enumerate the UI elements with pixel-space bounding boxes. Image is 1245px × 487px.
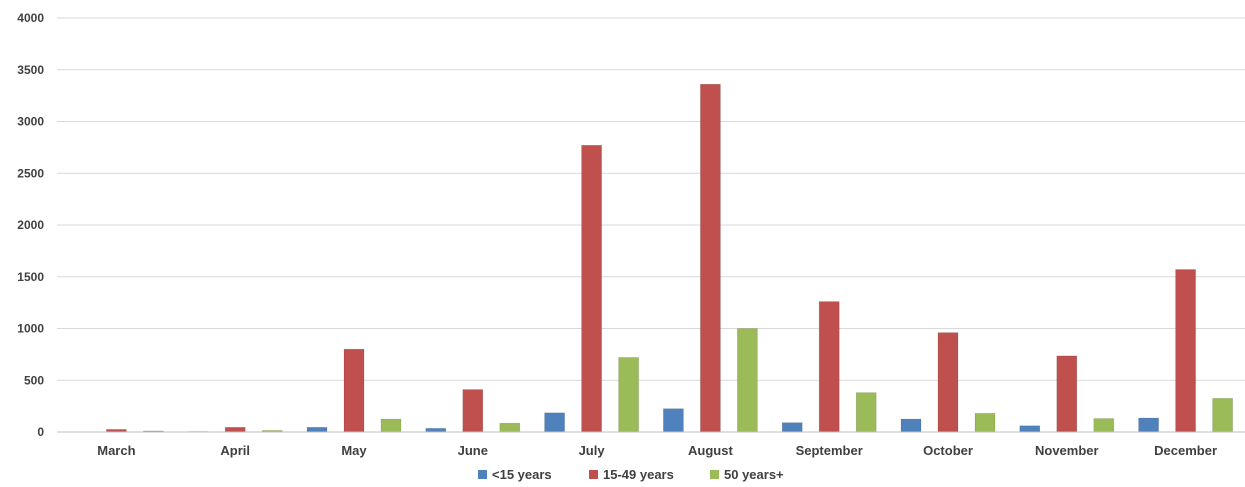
legend-label: 15-49 years — [603, 467, 674, 482]
bar-august-series-2 — [737, 328, 758, 433]
legend-swatch — [478, 470, 487, 479]
bar-july-series-2 — [618, 357, 639, 433]
x-category-label: August — [688, 443, 733, 458]
legend-label: 50 years+ — [724, 467, 784, 482]
bar-may-series-1 — [343, 348, 365, 433]
category-group-april — [187, 427, 283, 433]
legend-item: <15 years — [478, 467, 552, 482]
category-group-september — [781, 301, 877, 433]
bar-september-series-1 — [818, 301, 840, 433]
x-axis-category-labels: March April May June July August September Octo… — [97, 443, 1217, 458]
x-category-label: December — [1154, 443, 1217, 458]
bar-june-series-0 — [425, 428, 447, 433]
bar-may-series-0 — [306, 427, 328, 433]
bar-april-series-1 — [224, 427, 246, 433]
bar-september-series-0 — [781, 422, 803, 433]
legend-swatch — [589, 470, 598, 479]
bar-december-series-2 — [1212, 398, 1233, 433]
bar-november-series-2 — [1093, 418, 1115, 433]
category-group-june — [425, 389, 521, 433]
legend: <15 years 15-49 years 50 years+ — [478, 467, 784, 482]
x-category-label: October — [923, 443, 973, 458]
bar-august-series-0 — [663, 408, 684, 433]
legend-label: <15 years — [492, 467, 552, 482]
bars — [106, 83, 1233, 433]
y-tick-label: 3500 — [17, 63, 44, 77]
legend-item: 15-49 years — [589, 467, 674, 482]
x-category-label: September — [796, 443, 863, 458]
y-tick-label: 4000 — [17, 11, 44, 25]
y-axis-tick-labels: 0 500 1000 1500 2000 2500 3000 3500 4000 — [17, 11, 44, 439]
x-category-label: March — [97, 443, 135, 458]
y-tick-label: 2500 — [17, 166, 44, 180]
y-tick-label: 2000 — [17, 218, 44, 232]
bar-june-series-2 — [499, 422, 521, 433]
gridlines — [57, 17, 1245, 381]
bar-august-series-1 — [700, 83, 721, 433]
category-group-november — [1019, 355, 1115, 433]
legend-item: 50 years+ — [710, 467, 784, 482]
category-group-december — [1138, 269, 1233, 433]
bar-november-series-1 — [1056, 355, 1078, 433]
bar-november-series-0 — [1019, 425, 1041, 433]
bar-september-series-2 — [855, 392, 877, 433]
y-tick-label: 1500 — [17, 270, 44, 284]
x-category-label: June — [458, 443, 488, 458]
x-category-label: April — [220, 443, 250, 458]
y-tick-label: 1000 — [17, 322, 44, 336]
category-group-july — [544, 145, 639, 433]
bar-july-series-0 — [544, 412, 565, 433]
y-tick-label: 3000 — [17, 115, 44, 129]
bar-october-series-2 — [974, 413, 996, 433]
bar-december-series-0 — [1138, 417, 1159, 433]
category-group-october — [900, 332, 996, 433]
x-category-label: May — [341, 443, 367, 458]
bar-july-series-1 — [581, 145, 602, 433]
category-group-may — [306, 348, 402, 433]
y-tick-label: 0 — [37, 425, 44, 439]
x-category-label: July — [579, 443, 606, 458]
y-tick-label: 500 — [24, 373, 44, 387]
bar-june-series-1 — [462, 389, 484, 433]
legend-swatch — [710, 470, 719, 479]
bar-december-series-1 — [1175, 269, 1196, 433]
bar-october-series-0 — [900, 418, 922, 433]
x-category-label: November — [1035, 443, 1099, 458]
bar-may-series-2 — [380, 418, 402, 433]
category-group-august — [663, 83, 758, 433]
bar-october-series-1 — [937, 332, 959, 433]
